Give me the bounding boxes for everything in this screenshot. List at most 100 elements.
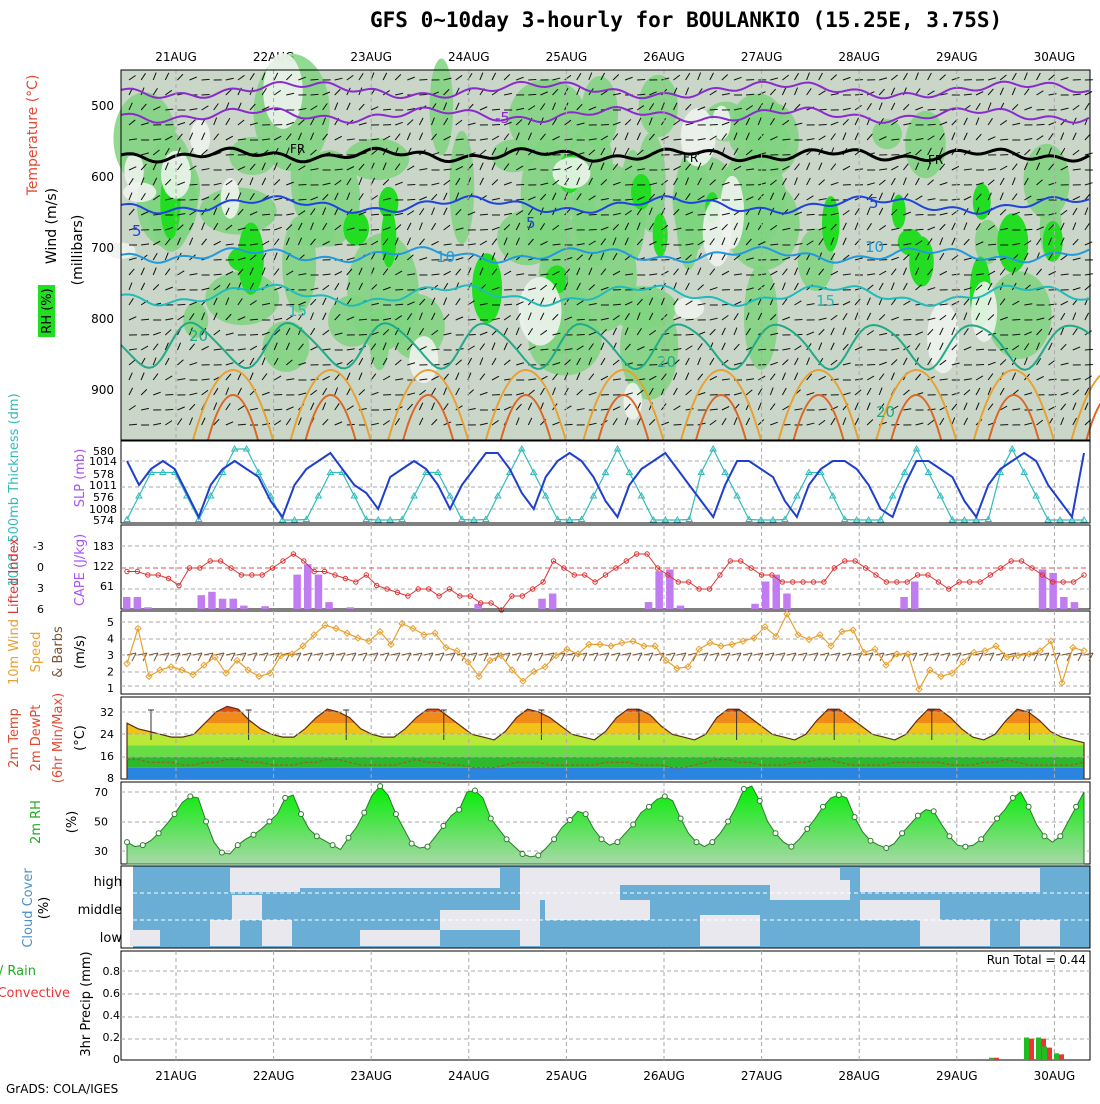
wind-barb	[1037, 124, 1045, 125]
wind-barb	[819, 124, 827, 125]
rh2m-point	[188, 794, 193, 799]
cloud-clear-block	[232, 895, 262, 920]
wind-barb	[165, 394, 173, 395]
wind-barb	[928, 109, 936, 110]
wind-barb	[1024, 229, 1032, 230]
rh2m-point	[140, 843, 145, 848]
precip-tick-label: 0.6	[103, 987, 121, 1000]
rh2m-point	[773, 831, 778, 836]
cape-bar	[315, 575, 323, 609]
rh2m-ylabel: 2m RH	[29, 800, 44, 844]
date-label-top: 27AUG	[741, 50, 783, 64]
wind-barb	[528, 79, 536, 80]
precip-total-bar	[1042, 1047, 1047, 1061]
lifted-tick-label: 0	[37, 561, 44, 574]
date-label-top: 23AUG	[350, 50, 392, 64]
cape-bar	[293, 575, 301, 609]
rh2m-point	[947, 834, 952, 839]
rh-blob-high	[343, 211, 369, 246]
wind-barb	[577, 319, 585, 320]
rh2m-point	[789, 844, 794, 849]
wind10-tick-label: 5	[107, 616, 114, 629]
cape-bar	[198, 595, 206, 609]
wind-barb	[807, 229, 815, 230]
slp-tick-label: 1011	[89, 479, 117, 492]
rh2m-point	[283, 795, 288, 800]
cape-tick-label: 61	[100, 580, 114, 593]
upper-ylabel-pressure: (millibars)	[70, 215, 86, 286]
wind-barb	[928, 124, 936, 125]
precip-conv-bar	[1047, 1048, 1052, 1060]
cape-bar	[123, 597, 131, 609]
cape-bar	[751, 604, 759, 609]
cape-bar	[474, 604, 482, 609]
rh-blob-mid	[620, 295, 678, 400]
rh2m-point	[1074, 804, 1079, 809]
rh-blob-dry	[124, 153, 143, 189]
cape-bars	[123, 564, 1078, 609]
wind-barb	[407, 184, 415, 185]
precip-day-grid	[176, 951, 1054, 1060]
precip-tick-label: 0.4	[103, 1009, 121, 1022]
cape-bar	[1049, 573, 1057, 609]
wind-barb	[238, 424, 246, 425]
precip-conv-bar	[1059, 1054, 1064, 1060]
rh-blob-mid	[639, 75, 678, 137]
wind-barb	[916, 214, 924, 215]
rh2m-point	[931, 809, 936, 814]
lifted-index-markers	[125, 552, 1086, 612]
slp-tick-label: 1008	[89, 503, 117, 516]
rh2m-point	[963, 844, 968, 849]
rh2m-point	[156, 831, 161, 836]
rh2m-point	[536, 853, 541, 858]
wind-barb	[298, 184, 306, 185]
wind-barb	[903, 334, 911, 335]
wind10-unit: (m/s)	[73, 635, 88, 669]
pressure-tick-label: 600	[91, 170, 114, 184]
cloud-clear-block	[130, 930, 160, 946]
temp-band	[121, 757, 1090, 768]
cloud-clear-block	[860, 900, 940, 920]
cape-bar	[134, 597, 142, 609]
wind10-tick-label: 2	[107, 666, 114, 679]
rh2m-point	[330, 843, 335, 848]
rh2m-point	[251, 832, 256, 837]
wind-barb	[686, 319, 694, 320]
contour-label-fr: FR	[290, 142, 305, 156]
precip-ylabel-3: 3hr Precip (mm)	[79, 951, 94, 1056]
rh2m-point	[504, 837, 509, 842]
rh2m-point	[299, 812, 304, 817]
temp2m-tick-label: 32	[100, 706, 114, 719]
date-label-top: 24AUG	[448, 50, 490, 64]
date-label-top: 26AUG	[643, 50, 685, 64]
cloud-unit: (%)	[37, 897, 52, 920]
rh2m-point	[741, 787, 746, 792]
wind-barb	[976, 349, 984, 350]
date-label-bottom: 27AUG	[741, 1069, 783, 1083]
wind-barb	[407, 199, 415, 200]
wind-barb	[311, 79, 319, 80]
rh2m-point	[710, 840, 715, 845]
contour-label-fr: FR	[928, 153, 943, 167]
cape-bar	[347, 607, 355, 609]
cape-bar	[900, 597, 908, 609]
wind-barb	[698, 214, 706, 215]
cloud-clear-block	[770, 880, 850, 900]
cape-ylabel-cape: CAPE (J/kg)	[73, 534, 88, 606]
wind-barb	[674, 424, 682, 425]
rh2m-point	[821, 804, 826, 809]
rh-blob-dry	[674, 297, 704, 319]
rh2m-point	[1026, 804, 1031, 809]
upper-ylabel-temp: Temperature (°C)	[25, 75, 41, 197]
temp-band	[121, 746, 1090, 757]
precip-conv-bar	[1029, 1039, 1034, 1060]
wind10-tick-label: 1	[107, 682, 114, 695]
temp-band	[121, 701, 1090, 712]
temp-band	[121, 723, 1090, 734]
date-label-bottom: 26AUG	[643, 1069, 685, 1083]
slp-panel-frame	[121, 441, 1090, 523]
wind-barb	[419, 79, 427, 80]
cape-bar	[1060, 597, 1068, 609]
rh2m-point	[662, 794, 667, 799]
